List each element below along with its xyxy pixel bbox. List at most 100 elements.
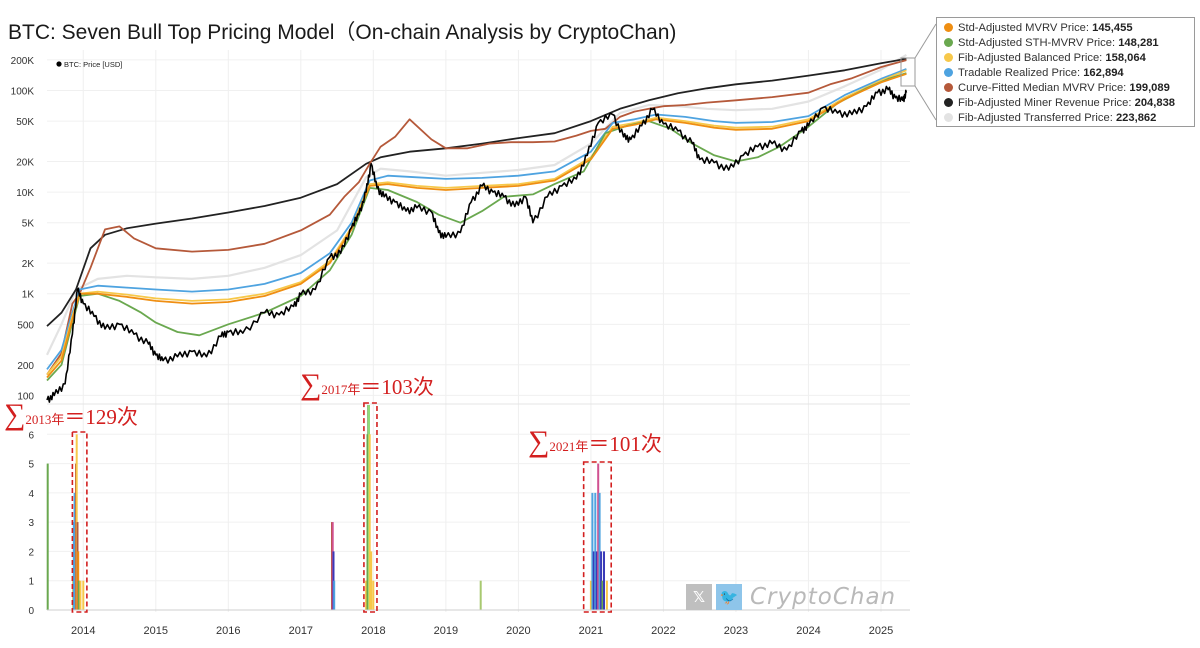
legend-value: 148,281 [1118, 37, 1159, 49]
annotation-year: 2017年 [321, 382, 361, 397]
highlight-box [71, 431, 88, 613]
x-tick-label: 2019 [434, 625, 458, 637]
y-tick-label: 100 [17, 391, 34, 402]
twitter-bird-icon: 🐦 [716, 584, 742, 610]
price-legend: BTC: Price [USD] [56, 60, 122, 69]
highlight-box [363, 402, 378, 613]
series-line-std-adjusted-sth-mvrv-price [46, 72, 907, 382]
legend-dot [944, 113, 953, 122]
y-tick-label: 500 [17, 320, 34, 331]
y-tick-label: 200K [11, 56, 35, 67]
legend-value: 145,455 [1092, 22, 1133, 34]
x-tick-label: 2022 [651, 625, 675, 637]
legend-item: Curve-Fitted Median MVRV Price: 199,089 [944, 81, 1194, 96]
signal-bar [79, 580, 82, 610]
legend-dot [944, 83, 953, 92]
series-line-fib-adjusted-transferred-price [46, 53, 907, 356]
signal-bar [77, 580, 80, 610]
series-line-tradable-realized-price [46, 68, 907, 370]
legend-dot [944, 23, 953, 32]
legend-value: 199,089 [1129, 82, 1170, 94]
legend-dot [944, 68, 953, 77]
signal-bar [600, 551, 603, 610]
y-tick-label: 2K [22, 259, 35, 270]
signal-bar [479, 580, 482, 610]
sigma-symbol: ∑ [528, 425, 550, 458]
signal-bar [605, 580, 608, 610]
y-tick-label: 100K [11, 86, 35, 97]
signal-bar [603, 551, 605, 610]
signal-bar [594, 492, 597, 610]
x-tick-label: 2021 [579, 625, 603, 637]
sigma-symbol: ∑ [4, 398, 26, 431]
series-line-curve-fitted-median-mvrv-price [46, 59, 907, 376]
x-tick-label: 2016 [216, 625, 240, 637]
legend-connector [900, 23, 937, 121]
legend-label: Fib-Adjusted Balanced Price: [958, 52, 1103, 64]
bar-y-tick-label: 4 [28, 489, 34, 500]
series-line-btc-price-usd- [46, 85, 908, 403]
legend-item: Fib-Adjusted Balanced Price: 158,064 [944, 51, 1194, 66]
bar-y-tick-label: 3 [28, 518, 34, 529]
legend-label: Fib-Adjusted Transferred Price: [958, 112, 1113, 124]
bar-y-tick-label: 0 [28, 606, 34, 617]
x-tick-label: 2018 [361, 625, 385, 637]
legend-item: Std-Adjusted STH-MVRV Price: 148,281 [944, 36, 1194, 51]
signal-bar [370, 551, 373, 610]
series-line-fib-adjusted-balanced-price [46, 69, 907, 376]
signal-bar [333, 580, 336, 610]
x-tick-label: 2015 [144, 625, 168, 637]
legend-label: Std-Adjusted STH-MVRV Price: [958, 37, 1116, 49]
signal-bar [595, 551, 598, 610]
signal-bar [598, 492, 601, 610]
bar-y-tick-label: 2 [28, 547, 34, 558]
legend-item: Tradable Realized Price: 162,894 [944, 66, 1194, 81]
signal-bar [601, 580, 604, 610]
signal-bar [365, 580, 368, 610]
price-legend-dot [56, 61, 62, 67]
legend-label: Curve-Fitted Median MVRV Price: [958, 82, 1127, 94]
signal-bar [82, 580, 85, 610]
legend-label: Fib-Adjusted Miner Revenue Price: [958, 97, 1132, 109]
y-tick-label: 10K [16, 188, 34, 199]
legend-value: 204,838 [1134, 97, 1176, 109]
legend-dot [944, 53, 953, 62]
legend-item: Std-Adjusted MVRV Price: 145,455 [944, 21, 1194, 36]
y-tick-label: 50K [16, 117, 34, 128]
bar-y-tick-label: 1 [28, 577, 34, 588]
legend-value: 162,894 [1083, 67, 1124, 79]
signal-bar [589, 580, 592, 610]
x-tick-label: 2017 [289, 625, 313, 637]
legend-label: Tradable Realized Price: [958, 67, 1081, 79]
x-tick-label: 2020 [506, 625, 530, 637]
x-tick-label: 2023 [724, 625, 748, 637]
annotation-count: ＝129次 [64, 405, 138, 429]
y-tick-label: 1K [22, 290, 35, 301]
sigma-symbol: ∑ [300, 368, 322, 401]
annotation-count: ＝103次 [360, 375, 434, 399]
signal-bar [597, 463, 600, 610]
annotation-year: 2013年 [25, 412, 65, 427]
signal-bar [591, 492, 594, 610]
signal-bar [368, 434, 371, 610]
signal-bar [592, 551, 595, 610]
chart-title: BTC: Seven Bull Top Pricing Model（On-cha… [8, 21, 677, 44]
y-tick-label: 20K [16, 158, 34, 169]
legend-value: 223,862 [1115, 112, 1157, 124]
signal-bar [46, 463, 49, 610]
series-line-std-adjusted-mvrv-price [46, 73, 907, 379]
legend-label: Std-Adjusted MVRV Price: [958, 22, 1089, 34]
y-tick-label: 5K [22, 219, 35, 230]
signal-bar [372, 580, 375, 610]
watermark-text: CryptoChan [750, 584, 897, 610]
annotation-year: 2021年 [549, 439, 589, 454]
watermark: 𝕏 🐦 CryptoChan [686, 583, 896, 611]
legend: Std-Adjusted MVRV Price: 145,455 Std-Adj… [936, 17, 1195, 127]
legend-value: 158,064 [1105, 52, 1146, 64]
legend-dot [944, 98, 953, 107]
annotation-2017: ∑2017年＝103次 [300, 370, 434, 400]
y-tick-label: 200 [17, 361, 34, 372]
annotation-2021: ∑2021年＝101次 [528, 427, 662, 457]
bar-y-tick-label: 5 [28, 460, 34, 471]
